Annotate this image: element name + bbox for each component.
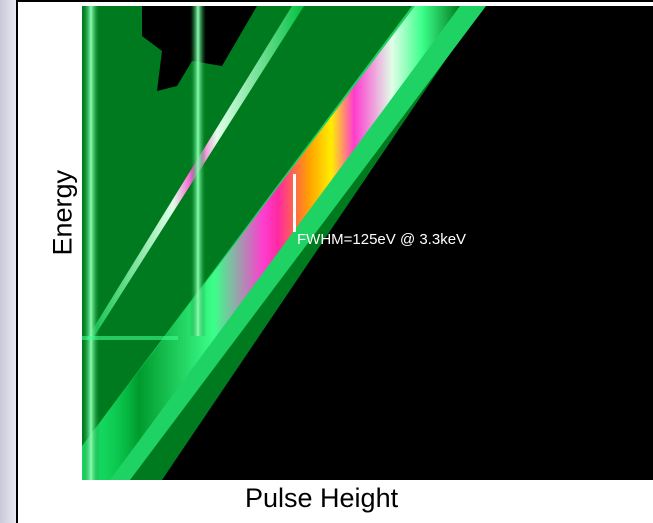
y-axis-label: Energy [47, 169, 78, 256]
fwhm-annotation: FWHM=125eV @ 3.3keV [297, 231, 466, 248]
horizontal-step [82, 336, 178, 340]
main-band [82, 6, 460, 480]
vertical-streak-1 [190, 6, 206, 336]
window-bevel [0, 0, 16, 523]
vertical-streak-2 [82, 6, 100, 480]
x-axis-label: Pulse Height [245, 483, 399, 513]
fwhm-marker [293, 174, 296, 232]
heatmap-svg: FWHM=125eV @ 3.3keV [82, 6, 653, 480]
heatmap-plot: FWHM=125eV @ 3.3keV [82, 6, 653, 480]
